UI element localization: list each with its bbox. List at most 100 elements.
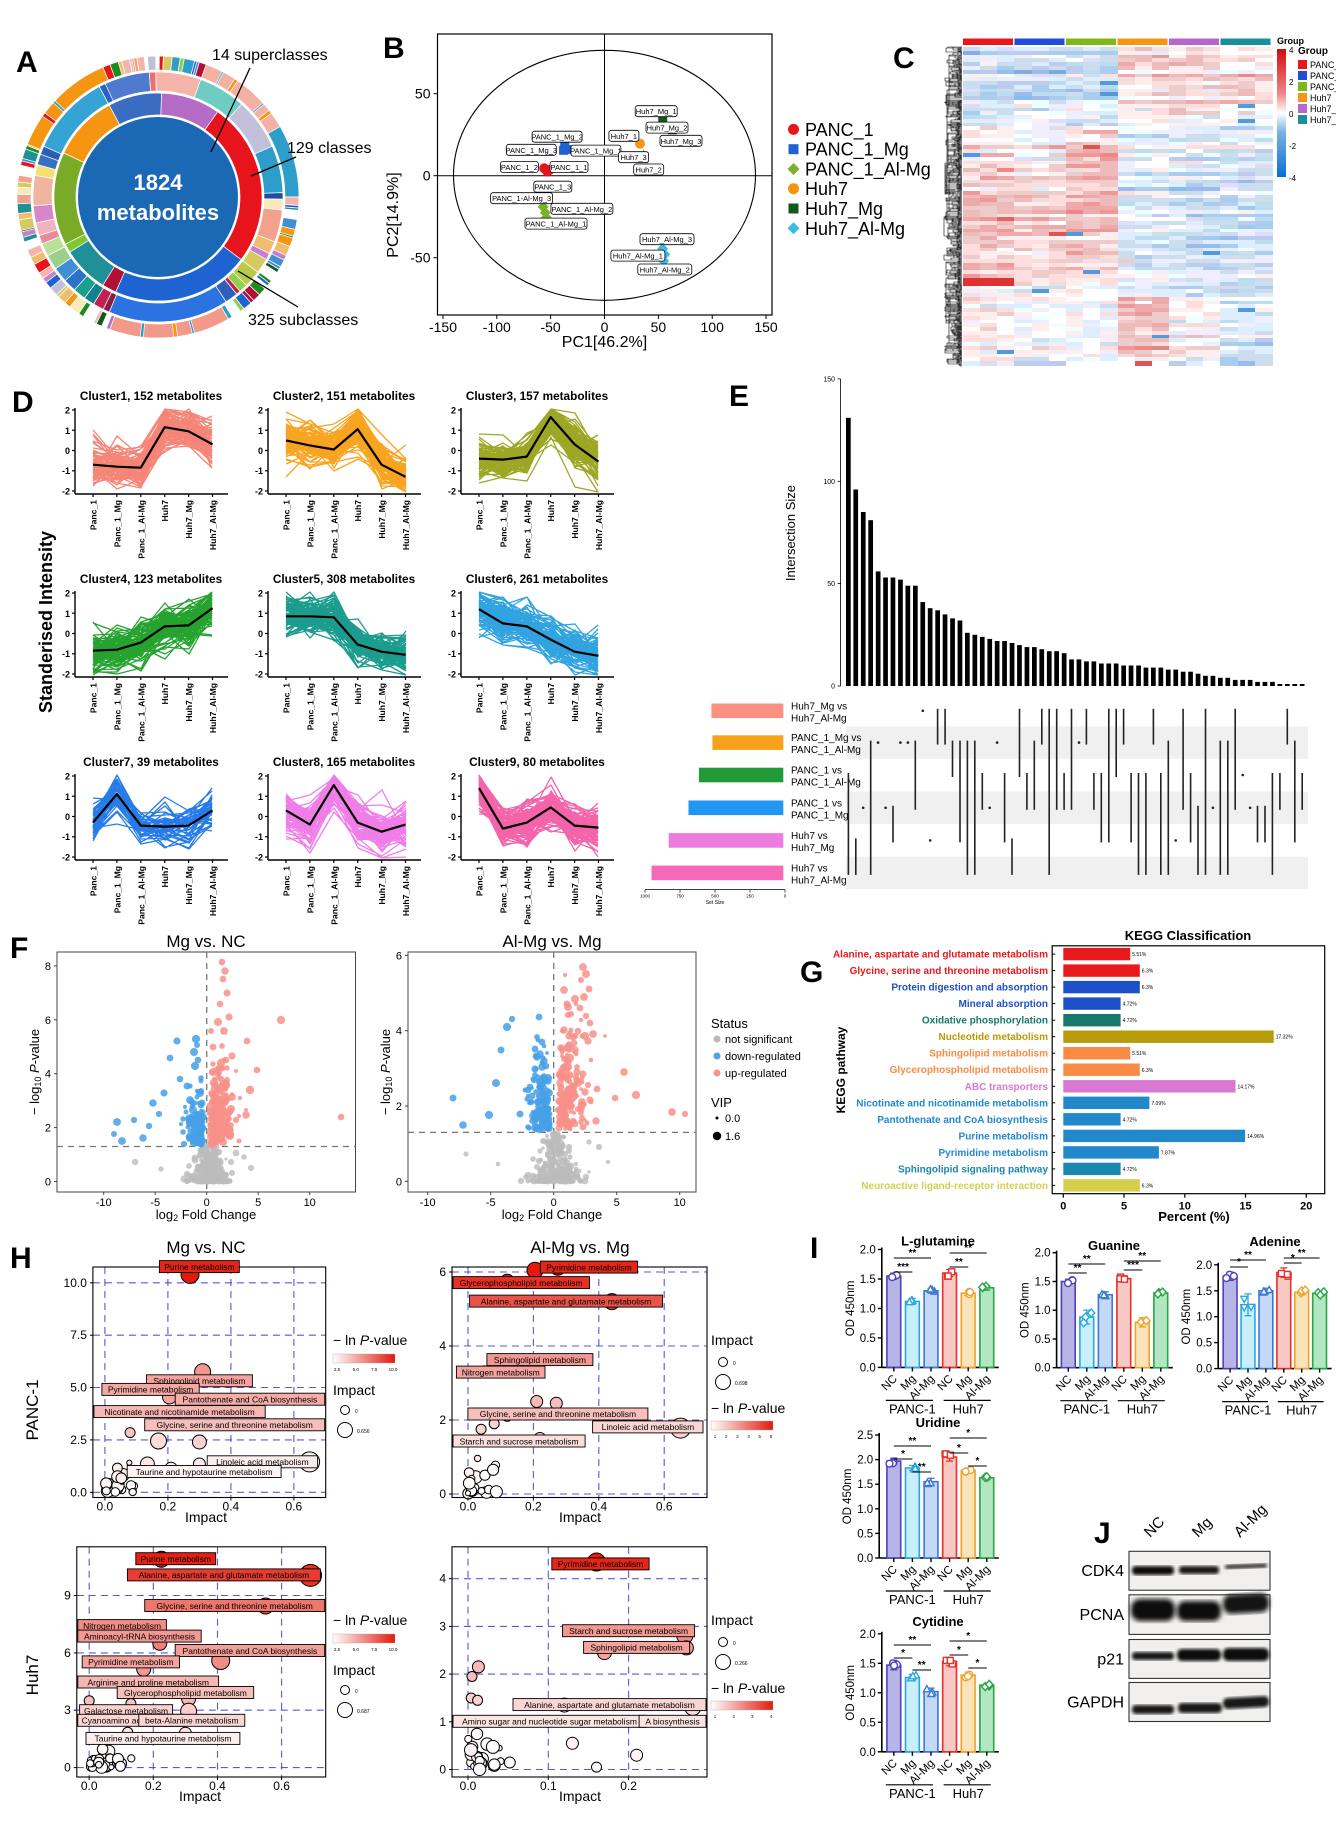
- svg-text:-100: -100: [483, 319, 511, 335]
- svg-text:− ln P-value: − ln P-value: [711, 1680, 786, 1696]
- svg-text:0.0: 0.0: [725, 1113, 740, 1125]
- svg-text:Uridine: Uridine: [916, 1415, 961, 1430]
- svg-text:-1: -1: [448, 466, 456, 476]
- svg-text:1.0: 1.0: [1196, 1312, 1212, 1324]
- svg-text:Huh7_Al-Mg: Huh7_Al-Mg: [594, 866, 604, 916]
- svg-text:Aminoacyl-tRNA biosynthesis: Aminoacyl-tRNA biosynthesis: [84, 1631, 195, 1641]
- svg-text:Glycerophospholipid metabolism: Glycerophospholipid metabolism: [460, 1278, 583, 1288]
- svg-text:-1: -1: [255, 649, 263, 659]
- svg-text:8: 8: [45, 961, 51, 973]
- svg-text:Huh7: Huh7: [353, 866, 363, 888]
- svg-text:− ln P-value: − ln P-value: [333, 1332, 408, 1348]
- svg-text:Huh7_Al-Mg: Huh7_Al-Mg: [791, 875, 847, 886]
- svg-text:4.72%: 4.72%: [1123, 1018, 1138, 1024]
- svg-text:VIP: VIP: [711, 1095, 732, 1110]
- svg-text:Glycerophospholipid metabolism: Glycerophospholipid metabolism: [890, 1065, 1048, 1076]
- svg-text:2: 2: [1289, 78, 1294, 87]
- svg-text:Huh7: Huh7: [953, 1401, 984, 1416]
- svg-text:6: 6: [396, 950, 402, 962]
- svg-text:Huh7_Mg: Huh7_Mg: [570, 500, 580, 539]
- svg-text:ABC transporters: ABC transporters: [965, 1082, 1049, 1093]
- svg-text:5: 5: [255, 1197, 261, 1209]
- svg-text:0: 0: [601, 319, 609, 335]
- svg-text:0: 0: [355, 1689, 358, 1695]
- svg-text:Huh7_Mg: Huh7_Mg: [377, 500, 387, 539]
- svg-text:0: 0: [258, 446, 263, 456]
- svg-text:-5: -5: [150, 1197, 160, 1209]
- svg-text:Taurine and hypotaurine metabo: Taurine and hypotaurine metabolism: [94, 1734, 231, 1744]
- svg-text:PANC-1: PANC-1: [889, 1592, 936, 1607]
- svg-text:Glycine, serine and threonine: Glycine, serine and threonine metabolism: [850, 966, 1048, 977]
- svg-text:2.0: 2.0: [1035, 1248, 1051, 1260]
- svg-text:Huh7_Al-Mg: Huh7_Al-Mg: [208, 683, 218, 733]
- svg-text:0.0: 0.0: [860, 1362, 876, 1374]
- svg-text:*: *: [901, 1449, 905, 1460]
- svg-text:PANC_1: PANC_1: [1310, 60, 1336, 70]
- svg-text:PANC_1_1: PANC_1_1: [551, 163, 588, 172]
- svg-text:Purine metabolism: Purine metabolism: [141, 1554, 211, 1564]
- svg-text:Al-Mg vs. Mg: Al-Mg vs. Mg: [530, 1238, 629, 1257]
- svg-text:14.17%: 14.17%: [1238, 1084, 1256, 1090]
- svg-text:Group: Group: [1277, 36, 1304, 46]
- svg-text:10: 10: [1179, 1201, 1191, 1213]
- svg-text:0.5: 0.5: [860, 1333, 876, 1345]
- svg-text:-5: -5: [486, 1197, 496, 1209]
- svg-text:Panc_1: Panc_1: [89, 683, 99, 713]
- svg-text:0.0: 0.0: [460, 1779, 477, 1793]
- svg-text:Huh7_Mg: Huh7_Mg: [805, 199, 883, 220]
- svg-text:0: 0: [423, 168, 431, 184]
- svg-text:20: 20: [1300, 1201, 1312, 1213]
- svg-text:*: *: [1237, 1257, 1241, 1268]
- svg-text:-150: -150: [429, 319, 457, 335]
- svg-text:Huh7: Huh7: [546, 683, 556, 705]
- svg-text:2: 2: [439, 1413, 446, 1427]
- svg-text:Panc_1_Mg: Panc_1_Mg: [305, 500, 315, 547]
- svg-text:Glycine, serine and threonine: Glycine, serine and threonine metabolism: [157, 1601, 313, 1611]
- svg-text:1: 1: [258, 609, 263, 619]
- svg-text:0.0: 0.0: [1196, 1364, 1212, 1376]
- svg-text:PANC_1_Mg_2: PANC_1_Mg_2: [531, 133, 583, 142]
- svg-text:PANC_1_Mg_1: PANC_1_Mg_1: [570, 147, 622, 156]
- svg-text:L-glutamine: L-glutamine: [901, 1234, 975, 1249]
- svg-text:**: **: [909, 1248, 917, 1259]
- svg-text:Huh7_2: Huh7_2: [636, 166, 662, 175]
- svg-text:Huh7_Al-Mg: Huh7_Al-Mg: [401, 866, 411, 916]
- svg-text:2: 2: [451, 589, 456, 599]
- svg-text:-2: -2: [448, 853, 456, 863]
- svg-text:OD 450nm: OD 450nm: [1020, 1282, 1032, 1338]
- svg-text:Panc_1: Panc_1: [89, 866, 99, 896]
- svg-text:0: 0: [551, 1197, 557, 1209]
- svg-text:1: 1: [451, 609, 456, 619]
- svg-text:Pyrimidine metabolism: Pyrimidine metabolism: [108, 1385, 194, 1395]
- svg-text:0.2: 0.2: [145, 1779, 162, 1793]
- svg-text:Panc_1_Al-Mg: Panc_1_Al-Mg: [522, 683, 532, 742]
- svg-text:Sphingolipid signaling pathway: Sphingolipid signaling pathway: [898, 1164, 1048, 1175]
- svg-text:Percent (%): Percent (%): [1158, 1209, 1230, 1224]
- svg-text:Panc_1_Al-Mg: Panc_1_Al-Mg: [329, 866, 339, 925]
- svg-text:Cluster7, 39 metabolites: Cluster7, 39 metabolites: [83, 755, 219, 769]
- svg-text:Panc_1_Mg: Panc_1_Mg: [498, 500, 508, 547]
- svg-text:Impact: Impact: [179, 1788, 221, 1804]
- svg-text:Linoleic acid metabolism: Linoleic acid metabolism: [602, 1422, 695, 1432]
- svg-text:*: *: [976, 1456, 980, 1467]
- svg-text:Status: Status: [711, 1016, 748, 1031]
- svg-text:Huh7: Huh7: [805, 179, 848, 199]
- svg-text:6.3%: 6.3%: [1142, 985, 1154, 991]
- svg-text:0: 0: [64, 1761, 71, 1775]
- svg-text:Huh7_Al-Mg_2: Huh7_Al-Mg_2: [640, 266, 690, 275]
- svg-text:**: **: [1083, 1254, 1091, 1265]
- svg-text:1: 1: [258, 426, 263, 436]
- svg-text:-1: -1: [62, 649, 70, 659]
- svg-text:Panc_1_Mg: Panc_1_Mg: [112, 683, 122, 730]
- svg-text:***: ***: [1127, 1260, 1139, 1271]
- svg-text:Huh7_Al-Mg: Huh7_Al-Mg: [1310, 115, 1336, 125]
- svg-text:J: J: [1094, 1517, 1111, 1550]
- svg-text:PANC-1: PANC-1: [23, 1379, 42, 1440]
- svg-text:0: 0: [1060, 1201, 1066, 1213]
- svg-text:Nitrogen metabolism: Nitrogen metabolism: [83, 1621, 161, 1631]
- svg-text:10.0: 10.0: [64, 1276, 88, 1290]
- svg-text:500: 500: [711, 894, 719, 899]
- svg-text:10.0: 10.0: [389, 1647, 398, 1652]
- svg-text:-1: -1: [255, 832, 263, 842]
- svg-text:G: G: [800, 956, 823, 989]
